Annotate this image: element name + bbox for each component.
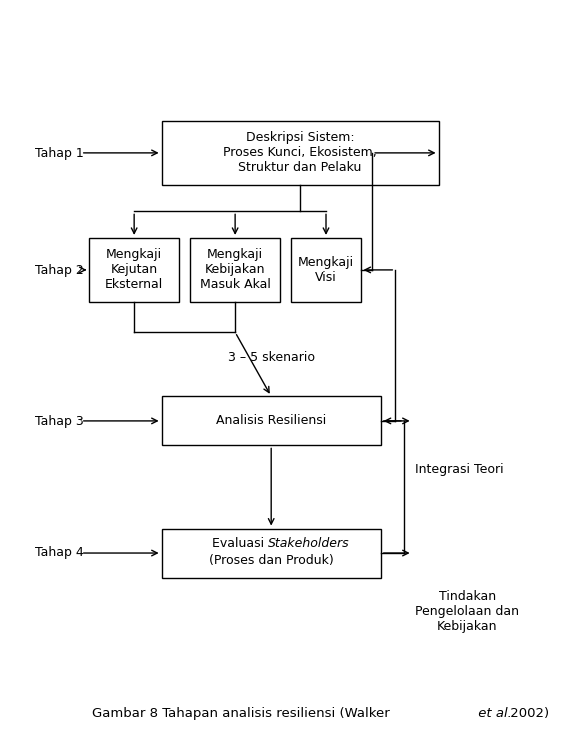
Text: Mengkaji
Kejutan
Eksternal: Mengkaji Kejutan Eksternal [105,248,163,291]
Text: et al.: et al. [474,707,512,720]
FancyBboxPatch shape [291,238,361,302]
FancyBboxPatch shape [162,121,439,185]
Text: 3 – 5 skenario: 3 – 5 skenario [228,350,314,364]
FancyBboxPatch shape [89,238,179,302]
Text: Gambar 8 Tahapan analisis resiliensi (Walker: Gambar 8 Tahapan analisis resiliensi (Wa… [92,707,394,720]
Text: Mengkaji
Visi: Mengkaji Visi [298,256,354,284]
FancyBboxPatch shape [162,396,381,445]
Text: Tahap 4: Tahap 4 [35,546,83,559]
Text: (Proses dan Produk): (Proses dan Produk) [209,554,334,567]
Text: Evaluasi: Evaluasi [212,537,268,550]
Text: Tindakan
Pengelolaan dan
Kebijakan: Tindakan Pengelolaan dan Kebijakan [415,590,519,633]
FancyBboxPatch shape [190,238,280,302]
Text: Tahap 3: Tahap 3 [35,414,83,428]
Text: Mengkaji
Kebijakan
Masuk Akal: Mengkaji Kebijakan Masuk Akal [200,248,271,291]
Text: Tahap 2: Tahap 2 [35,263,83,277]
Text: Deskripsi Sistem:
Proses Kunci, Ekosistem,
Struktur dan Pelaku: Deskripsi Sistem: Proses Kunci, Ekosiste… [223,131,377,174]
Text: Analisis Resiliensi: Analisis Resiliensi [216,414,327,427]
Text: 2002): 2002) [506,707,549,720]
Text: Stakeholders: Stakeholders [268,537,350,550]
Text: Tahap 1: Tahap 1 [35,146,83,160]
Text: Integrasi Teori: Integrasi Teori [415,463,504,476]
FancyBboxPatch shape [162,528,381,578]
